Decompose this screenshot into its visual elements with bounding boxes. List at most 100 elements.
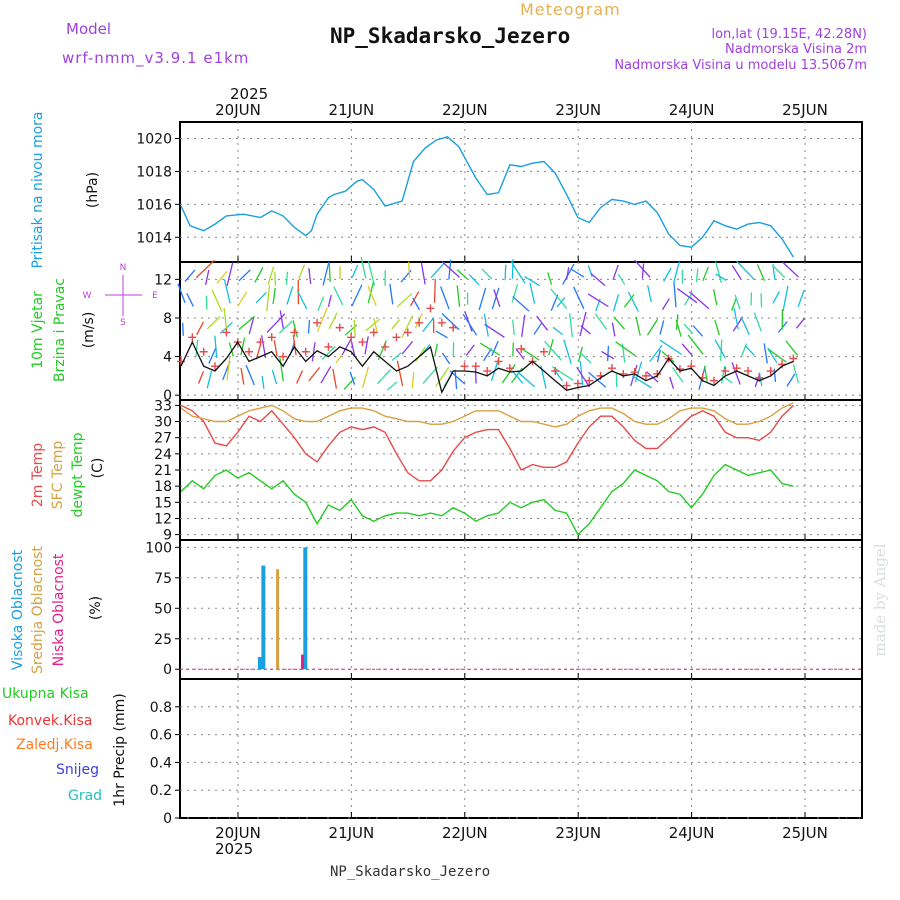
y-tick-label: 27 bbox=[154, 431, 172, 447]
wind-arrow bbox=[273, 340, 278, 357]
wind-arrow bbox=[556, 297, 566, 308]
wind-arrow bbox=[511, 259, 514, 279]
wind-arrow bbox=[731, 265, 742, 279]
wind-arrow bbox=[547, 272, 553, 285]
precip-graupel-label: Grad bbox=[68, 788, 102, 804]
wind-arrow bbox=[456, 269, 468, 280]
wind-arrow bbox=[483, 348, 493, 362]
y-tick-label: 8 bbox=[163, 311, 172, 327]
y-tick-label: 12 bbox=[154, 272, 172, 288]
wind-arrow bbox=[763, 343, 768, 364]
cloud-unit: (%) bbox=[88, 596, 104, 620]
wind-arrow bbox=[647, 285, 652, 303]
wind-gust-mark bbox=[290, 328, 299, 337]
wind-arrow bbox=[433, 279, 436, 303]
wind-gust-mark bbox=[517, 344, 526, 353]
footer-station: NP_Skadarsko_Jezero bbox=[330, 864, 490, 880]
wind-arrow bbox=[349, 371, 356, 385]
wind-arrow bbox=[321, 346, 336, 360]
wind-arrow bbox=[415, 347, 426, 362]
wind-arrow bbox=[307, 319, 311, 334]
wind-arrow bbox=[785, 340, 799, 356]
wind-arrow bbox=[279, 357, 284, 382]
wind-arrow bbox=[401, 315, 414, 338]
wind-arrow bbox=[195, 259, 215, 279]
wind-arrow bbox=[601, 350, 615, 360]
wind-arrow bbox=[238, 315, 256, 331]
wind-key-north: N bbox=[120, 263, 127, 273]
wind-arrow bbox=[216, 270, 228, 284]
y-tick-label: 1020 bbox=[136, 131, 172, 147]
wind-arrow bbox=[732, 316, 744, 332]
cloud-bar bbox=[261, 565, 266, 670]
y-tick-label: 25 bbox=[154, 632, 172, 648]
wind-arrow bbox=[577, 346, 583, 362]
wind-arrow bbox=[731, 297, 737, 311]
wind-arrow bbox=[772, 265, 786, 279]
wind-arrow bbox=[184, 269, 196, 283]
wind-arrow bbox=[517, 371, 536, 388]
wind-arrow bbox=[240, 337, 246, 356]
wind-arrow bbox=[512, 319, 515, 335]
wind-gust-mark bbox=[279, 352, 288, 361]
wind-arrow bbox=[613, 316, 626, 330]
wind-arrow bbox=[712, 289, 718, 306]
wind-gust-mark bbox=[267, 333, 276, 342]
wind-arrow bbox=[298, 264, 306, 280]
wind-gust-mark bbox=[403, 328, 412, 337]
wind-arrow bbox=[351, 264, 359, 278]
wind-arrow bbox=[409, 291, 420, 307]
pressure-label: Pritisak na nivou mora bbox=[30, 111, 46, 268]
top-date-tick-label: 24JUN bbox=[669, 101, 715, 119]
wind-arrow bbox=[360, 256, 367, 279]
wind-arrow bbox=[669, 376, 675, 389]
wind-arrow bbox=[675, 319, 682, 337]
wind-gust-mark bbox=[551, 367, 560, 376]
wind-arrow bbox=[512, 296, 530, 312]
wind-arrow bbox=[279, 310, 284, 329]
wind-arrow bbox=[328, 262, 331, 282]
wind-arrow bbox=[311, 342, 316, 362]
y-tick-label: 0 bbox=[163, 388, 172, 404]
wind-gust-mark bbox=[449, 323, 458, 332]
wind-arrow bbox=[673, 261, 680, 283]
wind-arrow bbox=[208, 346, 217, 364]
y-tick-label: 1014 bbox=[136, 230, 172, 246]
wind-arrow bbox=[630, 364, 638, 387]
wind-arrow bbox=[353, 319, 356, 337]
wind-gust-mark bbox=[721, 367, 730, 376]
wind-arrow bbox=[248, 317, 255, 335]
y-tick-label: 21 bbox=[154, 463, 172, 479]
wind-arrow bbox=[733, 308, 739, 330]
wind-arrow bbox=[659, 320, 665, 335]
bottom-date-axis: 20JUN 21JUN 22JUN 23JUN 24JUN 25JUN bbox=[180, 817, 862, 842]
wind-arrow bbox=[552, 326, 564, 336]
wind-arrow bbox=[792, 364, 800, 383]
cloud-bar bbox=[301, 654, 305, 670]
wind-arrow bbox=[579, 351, 592, 364]
wind-arrow bbox=[367, 261, 376, 286]
location-text: lon,lat (19.15E, 42.28N) bbox=[711, 27, 867, 42]
wind-arrow bbox=[255, 345, 261, 360]
bottom-date-tick-label: 24JUN bbox=[669, 824, 715, 842]
wind-arrow bbox=[590, 272, 606, 287]
wind-arrow bbox=[511, 284, 519, 303]
wind-arrow bbox=[317, 296, 325, 312]
y-tick-label: 24 bbox=[154, 447, 172, 463]
wind-arrow bbox=[683, 323, 694, 335]
wind-arrow bbox=[267, 266, 275, 286]
wind-gust-mark bbox=[392, 333, 401, 342]
wind-arrow bbox=[308, 268, 312, 284]
wind-arrow bbox=[663, 267, 672, 282]
wind-arrow bbox=[361, 366, 370, 389]
station-title: NP_Skadarsko_Jezero bbox=[330, 24, 570, 48]
wind-label: 10m Vjetar bbox=[30, 291, 46, 369]
y-tick-label: 100 bbox=[145, 540, 172, 556]
wind-arrow bbox=[573, 286, 585, 310]
wind-arrow bbox=[587, 293, 609, 308]
wind-gust-mark bbox=[426, 304, 435, 313]
top-date-tick-label: 23JUN bbox=[555, 101, 601, 119]
wind-gust-mark bbox=[188, 333, 197, 342]
wind-arrow bbox=[692, 325, 704, 337]
wind-arrow bbox=[205, 295, 208, 310]
